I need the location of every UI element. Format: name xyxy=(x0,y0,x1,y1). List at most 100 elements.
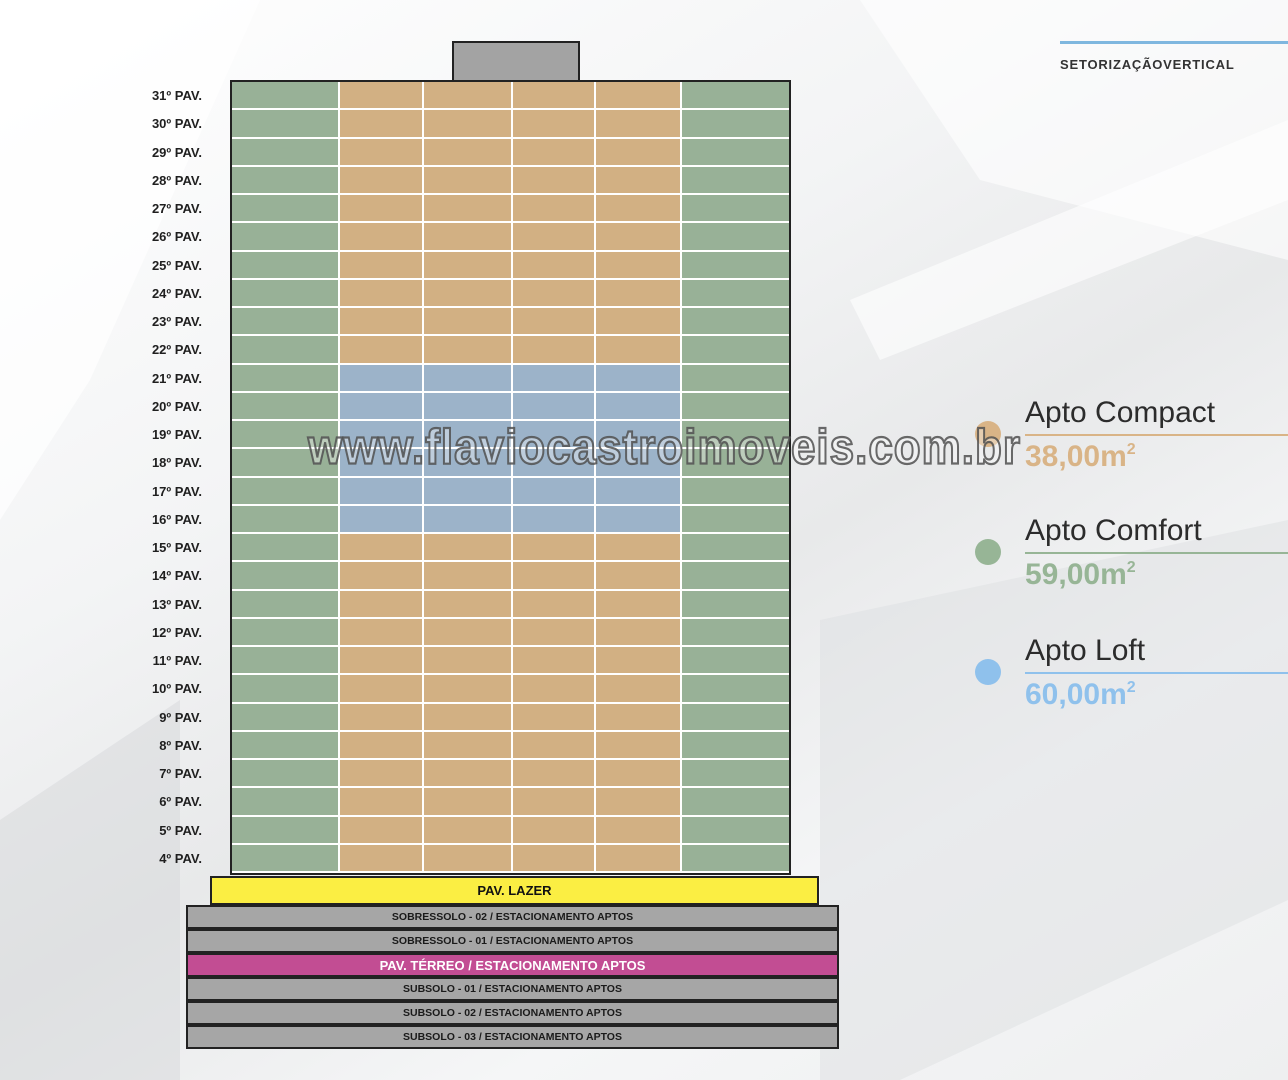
floor-row xyxy=(232,82,789,111)
unit-loft xyxy=(340,477,424,506)
unit-compact xyxy=(513,166,596,195)
unit-compact xyxy=(340,675,424,704)
floor-label: 7º PAV. xyxy=(159,766,202,782)
floor-row xyxy=(232,788,789,817)
unit-comfort xyxy=(682,449,789,478)
unit-comfort xyxy=(682,251,789,280)
unit-loft xyxy=(424,364,513,393)
unit-compact xyxy=(340,703,424,732)
floor-label: 23º PAV. xyxy=(151,314,202,330)
floor-row xyxy=(232,449,789,478)
unit-compact xyxy=(513,223,596,252)
unit-compact xyxy=(340,195,424,224)
unit-compact xyxy=(513,590,596,619)
unit-compact xyxy=(596,223,682,252)
unit-comfort xyxy=(682,82,789,111)
unit-comfort xyxy=(682,590,789,619)
unit-loft xyxy=(424,449,513,478)
floor-label: 17º PAV. xyxy=(151,483,202,499)
floor-label: 27º PAV. xyxy=(151,201,202,217)
unit-compact xyxy=(424,816,513,845)
floor-label: 24º PAV. xyxy=(151,285,202,301)
unit-compact xyxy=(424,166,513,195)
unit-comfort xyxy=(232,138,340,167)
unit-compact xyxy=(513,110,596,139)
legend-name: Apto Loft xyxy=(1025,634,1146,667)
unit-compact xyxy=(340,534,424,563)
unit-comfort xyxy=(682,675,789,704)
unit-compact xyxy=(513,760,596,789)
unit-comfort xyxy=(232,364,340,393)
unit-compact xyxy=(340,590,424,619)
floor-row xyxy=(232,421,789,450)
unit-compact xyxy=(513,675,596,704)
unit-compact xyxy=(340,308,424,337)
unit-loft xyxy=(513,364,596,393)
legend-area: 38,00m2 xyxy=(1025,440,1136,473)
unit-compact xyxy=(340,138,424,167)
floor-row xyxy=(232,110,789,139)
floor-label: 21º PAV. xyxy=(151,370,202,386)
unit-compact xyxy=(513,308,596,337)
unit-comfort xyxy=(682,110,789,139)
unit-comfort xyxy=(232,760,340,789)
floor-label: 19º PAV. xyxy=(151,427,202,443)
unit-compact xyxy=(513,534,596,563)
unit-comfort xyxy=(682,731,789,760)
unit-compact xyxy=(596,590,682,619)
unit-comfort xyxy=(682,534,789,563)
unit-comfort xyxy=(682,364,789,393)
unit-compact xyxy=(596,618,682,647)
floor-row xyxy=(232,364,789,393)
unit-compact xyxy=(340,279,424,308)
floor-label: 20º PAV. xyxy=(151,398,202,414)
unit-compact xyxy=(340,618,424,647)
unit-loft xyxy=(596,421,682,450)
legend-name: Apto Compact xyxy=(1025,396,1216,429)
unit-loft xyxy=(340,392,424,421)
unit-compact xyxy=(596,166,682,195)
unit-comfort xyxy=(232,166,340,195)
unit-comfort xyxy=(682,788,789,817)
floor-row xyxy=(232,816,789,845)
unit-compact xyxy=(424,308,513,337)
unit-comfort xyxy=(232,788,340,817)
legend-area: 59,00m2 xyxy=(1025,558,1136,591)
unit-comfort xyxy=(232,562,340,591)
unit-comfort xyxy=(232,534,340,563)
unit-loft xyxy=(340,449,424,478)
unit-compact xyxy=(424,110,513,139)
unit-compact xyxy=(596,195,682,224)
unit-loft xyxy=(340,421,424,450)
unit-compact xyxy=(340,336,424,365)
floor-row xyxy=(232,590,789,619)
floor-label: 12º PAV. xyxy=(151,624,202,640)
parking-level: SUBSOLO - 03 / ESTACIONAMENTO APTOS xyxy=(186,1025,839,1049)
unit-comfort xyxy=(682,421,789,450)
unit-compact xyxy=(340,223,424,252)
unit-compact xyxy=(340,816,424,845)
unit-comfort xyxy=(682,195,789,224)
unit-compact xyxy=(424,760,513,789)
legend-swatch xyxy=(975,659,1001,685)
floor-label: 26º PAV. xyxy=(151,229,202,245)
unit-compact xyxy=(513,844,596,873)
legend-divider xyxy=(1025,434,1288,436)
unit-compact xyxy=(340,166,424,195)
unit-comfort xyxy=(682,562,789,591)
floor-row xyxy=(232,562,789,591)
floor-label: 18º PAV. xyxy=(151,455,202,471)
unit-comfort xyxy=(682,703,789,732)
floor-label: 25º PAV. xyxy=(151,257,202,273)
unit-comfort xyxy=(232,505,340,534)
unit-compact xyxy=(424,279,513,308)
terreo-level: PAV. TÉRREO / ESTACIONAMENTO APTOS xyxy=(186,953,839,977)
unit-compact xyxy=(513,618,596,647)
legend-name: Apto Comfort xyxy=(1025,514,1202,547)
unit-compact xyxy=(596,647,682,676)
unit-loft xyxy=(513,392,596,421)
unit-compact xyxy=(596,534,682,563)
unit-comfort xyxy=(232,251,340,280)
unit-compact xyxy=(513,138,596,167)
unit-compact xyxy=(596,675,682,704)
